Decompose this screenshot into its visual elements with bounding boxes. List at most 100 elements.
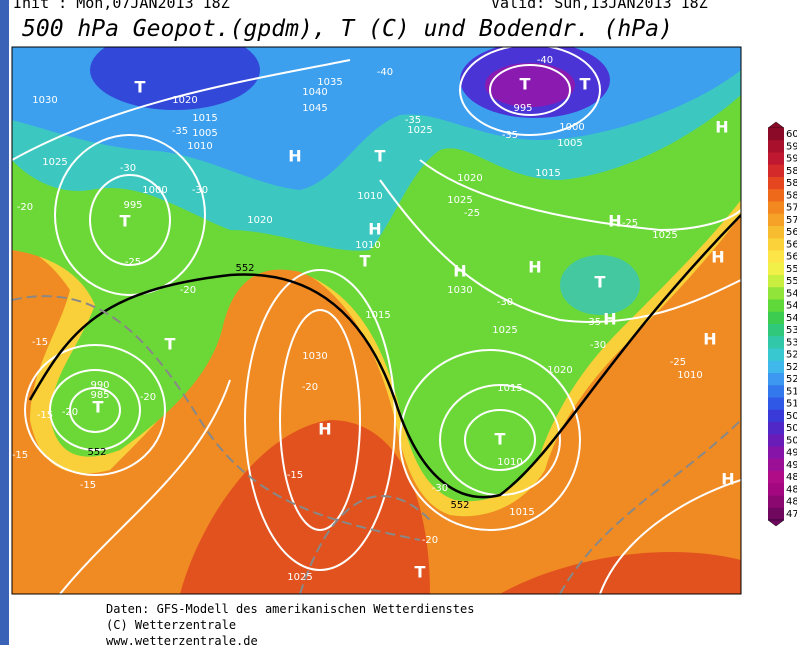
contour-label: -20 — [140, 392, 156, 403]
contour-label: -20 — [17, 202, 33, 213]
pressure-center: T — [93, 398, 104, 417]
contour-label: 1010 — [187, 141, 212, 152]
legend-swatch — [768, 311, 784, 325]
legend-label: 600 — [786, 129, 797, 140]
legend-swatch — [768, 140, 784, 153]
contour-label: -35 — [502, 130, 518, 141]
contour-label: 1000 — [559, 122, 584, 133]
legend-swatch — [768, 373, 784, 386]
contour-label: 995 — [513, 103, 532, 114]
contour-label: -15 — [37, 410, 53, 421]
contour-label: 1020 — [172, 95, 197, 106]
field-red — [180, 420, 430, 594]
footer-copyright: (C) Wetterzentrale — [106, 618, 237, 632]
legend-label: 512 — [786, 399, 797, 410]
contour-label: 1040 — [302, 87, 327, 98]
legend-label: 520 — [786, 374, 797, 385]
legend-swatch — [768, 299, 784, 313]
contour-label: -30 — [432, 483, 448, 494]
contour-label: 1030 — [302, 351, 327, 362]
contour-label: 1010 — [357, 191, 382, 202]
contour-label: 1015 — [509, 507, 534, 518]
legend-swatch — [768, 495, 784, 509]
legend-swatch — [768, 213, 784, 227]
contour-label: 1025 — [407, 125, 432, 136]
legend-swatch — [768, 287, 784, 300]
legend-swatch — [768, 409, 784, 423]
isotherms — [12, 295, 741, 594]
legend-label: 544 — [786, 301, 797, 312]
legend-label: 588 — [786, 166, 797, 177]
legend-label: 508 — [786, 411, 797, 422]
legend-label: 556 — [786, 264, 797, 275]
contour-label: 1025 — [42, 157, 67, 168]
contour-label: 1025 — [492, 325, 517, 336]
field-cyan — [560, 255, 640, 315]
contour-label: 1020 — [247, 215, 272, 226]
field-purple — [485, 63, 575, 107]
contour-label: -35 — [405, 115, 421, 126]
contour-label: -25 — [670, 357, 686, 368]
pressure-center: T — [520, 75, 531, 94]
pressure-center: T — [375, 147, 386, 166]
color-legend: 6005965925885845805765725685645605565525… — [767, 121, 797, 527]
legend-label: 536 — [786, 325, 797, 336]
contour-label: 1030 — [447, 285, 472, 296]
contour-label: 1020 — [457, 173, 482, 184]
pressure-center: H — [711, 248, 724, 267]
legend-label: 572 — [786, 215, 797, 226]
contour-label: 552 — [87, 447, 106, 458]
contour-label: 1015 — [365, 310, 390, 321]
contour-label: 1005 — [557, 138, 582, 149]
contour-label: -15 — [80, 480, 96, 491]
legend-label: 552 — [786, 276, 797, 287]
legend-label: 576 — [786, 203, 797, 214]
line-552 — [28, 214, 741, 499]
legend-label: 516 — [786, 386, 797, 397]
legend-label: 480 — [786, 497, 797, 508]
legend-swatch — [768, 336, 784, 349]
legend-label: 476 — [786, 509, 797, 520]
legend-label: 532 — [786, 337, 797, 348]
legend-label: 584 — [786, 178, 797, 189]
legend-top-tip — [767, 121, 785, 129]
contour-label: 990 — [90, 380, 109, 391]
contour-label: 1025 — [652, 230, 677, 241]
legend-swatch — [768, 434, 784, 447]
pressure-center: H — [703, 330, 716, 349]
pressure-center: H — [608, 212, 621, 231]
pressure-center: H — [453, 262, 466, 281]
contour-label: -30 — [497, 297, 513, 308]
contour-label: 1025 — [447, 195, 472, 206]
contour-label: 1015 — [497, 383, 522, 394]
contour-label: 552 — [235, 263, 254, 274]
pressure-center: H — [318, 420, 331, 439]
init-time: Init : Mon,07JAN2013 18Z — [13, 0, 230, 12]
legend-label: 500 — [786, 435, 797, 446]
contour-label: -20 — [302, 382, 318, 393]
pressure-center: T — [495, 430, 506, 449]
left-bar — [0, 0, 9, 645]
contour-label: 1010 — [497, 457, 522, 468]
legend-swatch — [768, 507, 784, 521]
contour-label: -35 — [172, 126, 188, 137]
legend-label: 596 — [786, 141, 797, 152]
contour-label: -25 — [622, 218, 638, 229]
legend-swatch — [768, 152, 784, 166]
contour-label: -30 — [590, 340, 606, 351]
legend-swatch — [768, 275, 784, 288]
contour-label: -15 — [12, 450, 28, 461]
legend-label: 592 — [786, 154, 797, 165]
pressure-center: H — [368, 220, 381, 239]
legend-bottom-tip — [767, 519, 785, 527]
legend-swatch — [768, 360, 784, 374]
pressure-center: T — [595, 273, 606, 292]
pressure-center: H — [288, 147, 301, 166]
legend-label: 548 — [786, 288, 797, 299]
contour-label: -15 — [287, 470, 303, 481]
contour-label: -40 — [377, 67, 393, 78]
contour-label: -30 — [192, 185, 208, 196]
pressure-center: H — [715, 118, 728, 137]
pressure-center: H — [528, 258, 541, 277]
